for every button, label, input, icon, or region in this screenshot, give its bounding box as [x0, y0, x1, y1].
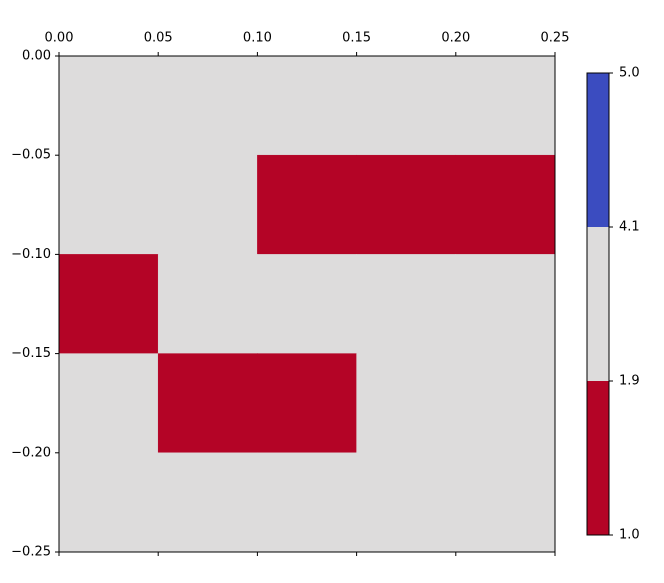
- y-tick-label: −0.25: [11, 545, 51, 560]
- cell: [58, 353, 159, 454]
- cell: [257, 353, 357, 454]
- cell: [157, 452, 258, 553]
- cell: [257, 154, 357, 255]
- cell: [157, 154, 258, 255]
- cell: [58, 55, 159, 156]
- cell: [455, 353, 556, 454]
- x-tick-label: 0.05: [144, 31, 173, 46]
- cell: [356, 353, 457, 454]
- y-tick-label: −0.10: [11, 247, 51, 262]
- x-tick-label: 0.25: [541, 31, 570, 46]
- x-tick-label: 0.20: [441, 31, 470, 46]
- y-tick-label: −0.15: [11, 346, 51, 361]
- cell: [455, 154, 556, 255]
- cell: [257, 254, 357, 354]
- cell: [356, 254, 457, 354]
- cell: [157, 254, 258, 354]
- cell: [157, 353, 258, 454]
- cell: [356, 55, 457, 156]
- y-tick-label: −0.05: [11, 148, 51, 163]
- cell: [455, 55, 556, 156]
- colorbar-segment: [587, 73, 609, 227]
- y-tick-label: −0.20: [11, 445, 51, 460]
- x-tick-label: 0.10: [243, 31, 272, 46]
- cell: [58, 254, 159, 354]
- colorbar-tick-label: 4.1: [619, 220, 640, 235]
- cell: [356, 452, 457, 553]
- colorbar-tick-label: 1.0: [619, 528, 640, 543]
- colorbar-tick-label: 5.0: [619, 66, 640, 81]
- colorbar-segment: [587, 227, 609, 381]
- cell: [257, 55, 357, 156]
- cell: [257, 452, 357, 553]
- x-tick-label: 0.00: [45, 31, 74, 46]
- x-tick-label: 0.15: [342, 31, 371, 46]
- cell: [455, 254, 556, 354]
- plot-frame: [58, 55, 556, 553]
- cell: [58, 154, 159, 255]
- cell: [58, 452, 159, 553]
- colorbar-frame: [586, 72, 610, 536]
- cell: [455, 452, 556, 553]
- cell: [157, 55, 258, 156]
- y-tick-label: 0.00: [22, 49, 51, 64]
- colorbar-segment: [587, 381, 609, 535]
- colorbar-tick-label: 1.9: [619, 374, 640, 389]
- cell: [356, 154, 457, 255]
